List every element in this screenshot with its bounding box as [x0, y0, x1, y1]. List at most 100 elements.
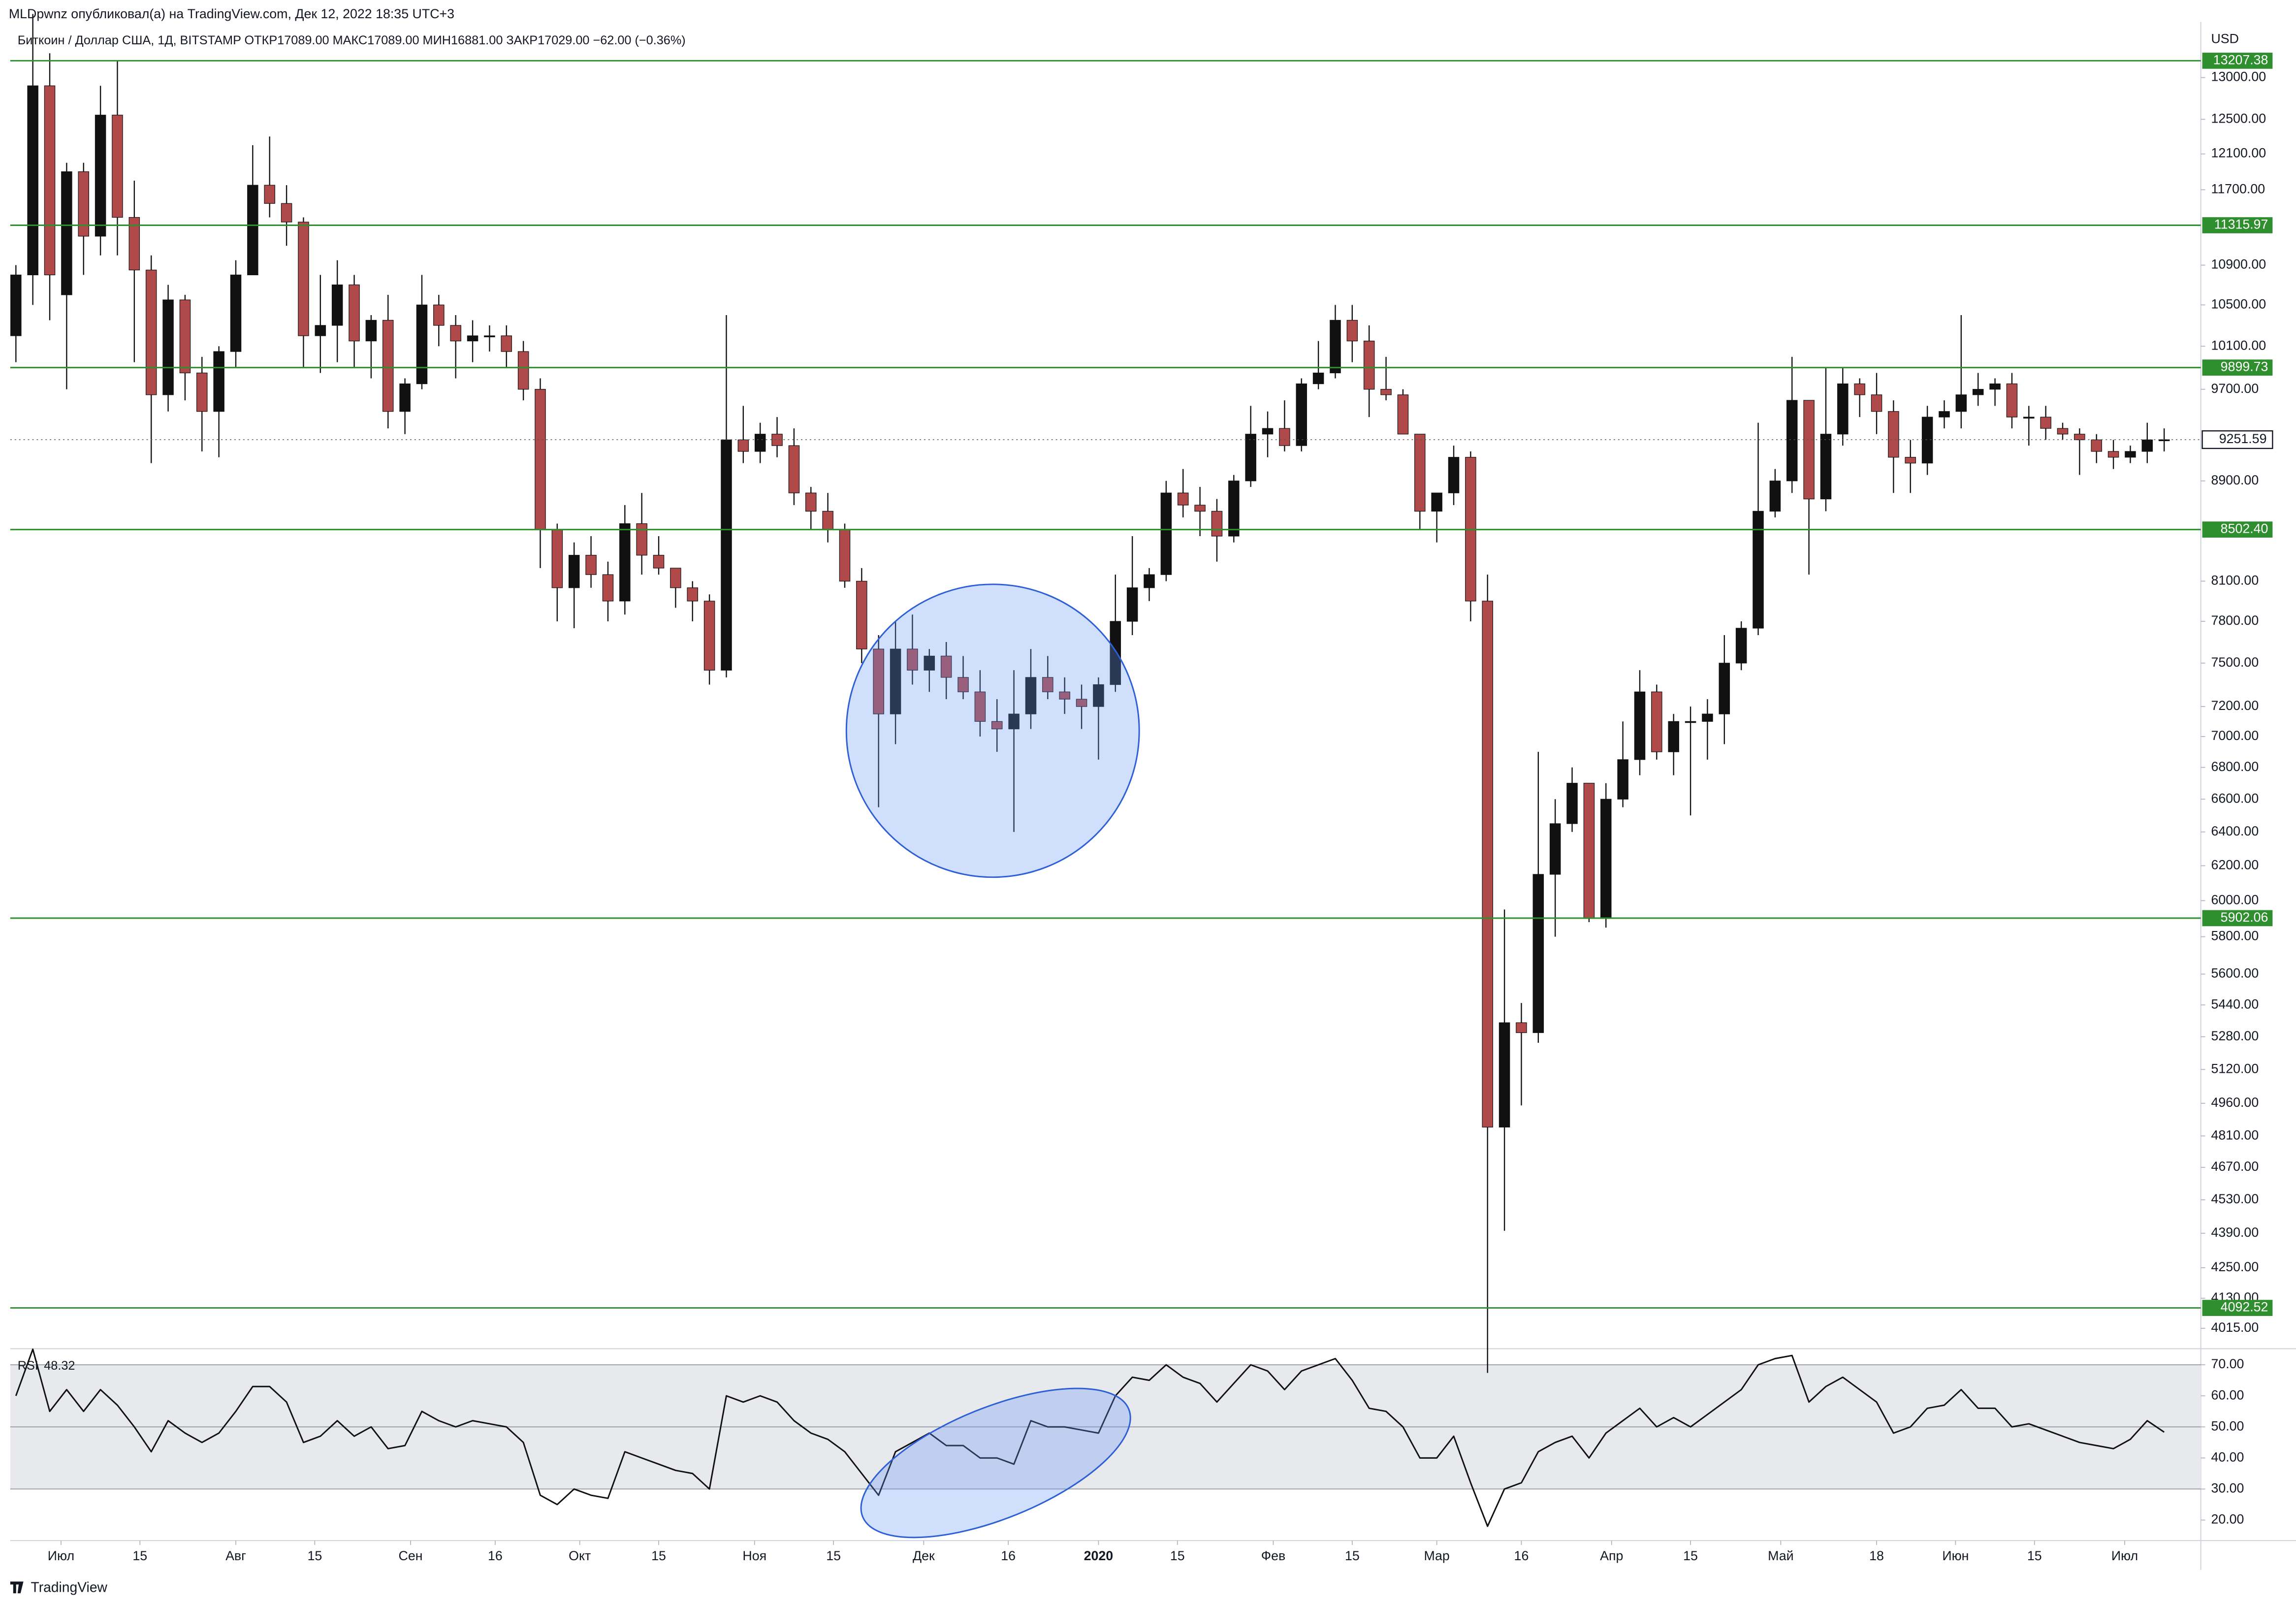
candle-body [568, 555, 580, 588]
candle-body [78, 171, 89, 237]
x-tick-label: 15 [307, 1548, 322, 1563]
candle-body [27, 85, 38, 276]
candle-body [619, 523, 631, 602]
highlight-circle [845, 583, 1140, 878]
candle-body [501, 335, 512, 352]
candle-body [890, 648, 901, 714]
candle-body [2107, 451, 2119, 458]
candle-body [737, 439, 749, 452]
level-label-box [2202, 1300, 2273, 1316]
y-tick-label: 6200.00 [2211, 858, 2259, 872]
candle-body [1549, 823, 1561, 875]
candle-body [1786, 400, 1798, 482]
x-tick-label: 15 [2027, 1548, 2042, 1563]
candle-body [687, 587, 699, 602]
candle-body [399, 383, 411, 412]
candle-body [315, 325, 326, 336]
candle-body [1905, 457, 1916, 464]
x-tick-label: 16 [1001, 1548, 1016, 1563]
y-tick-label: 13000.00 [2211, 69, 2266, 84]
candle-body [940, 655, 952, 678]
x-tick-label: 15 [132, 1548, 147, 1563]
candle-body [856, 580, 867, 649]
level-label: 8502.40 [2221, 521, 2268, 536]
x-tick-label: Мар [1424, 1548, 1449, 1563]
candle-body [1617, 759, 1628, 800]
y-tick-label: 70.00 [2211, 1356, 2244, 1371]
candle-body [1279, 428, 1290, 446]
rsi-band-layer [10, 1364, 2201, 1490]
rsi-pane: RSI 48.32 [15, 1348, 2165, 1527]
x-tick-label: 2020 [1084, 1548, 1114, 1563]
y-tick-label: 10500.00 [2211, 296, 2266, 311]
candle-body [1414, 434, 1426, 512]
candle-body [1516, 1022, 1527, 1033]
candle-body [1719, 663, 1730, 714]
candle-body [1262, 428, 1274, 435]
candle-body [1346, 320, 1358, 342]
candle-body [585, 555, 597, 575]
y-tick-label: 4015.00 [2211, 1320, 2259, 1335]
y-tick-label: 7500.00 [2211, 655, 2259, 670]
y-tick-label: 6400.00 [2211, 824, 2259, 838]
candle-body [1668, 721, 1679, 752]
y-tick-label: 6600.00 [2211, 791, 2259, 805]
y-tick-label: 5120.00 [2211, 1061, 2259, 1076]
candle-body [1803, 400, 1815, 500]
candle-body [839, 529, 851, 582]
candle-body [517, 351, 529, 390]
rsi-value: 48.32 [44, 1359, 75, 1373]
y-tick-label: 4250.00 [2211, 1259, 2259, 1274]
x-tick-label: 16 [488, 1548, 503, 1563]
candle-body [1499, 1022, 1510, 1127]
candle-body [1921, 417, 1933, 464]
candle-body [535, 389, 546, 530]
candle-body [924, 655, 935, 671]
candle-body [1144, 574, 1155, 588]
candle-body [95, 115, 106, 237]
candle-body [1600, 799, 1612, 919]
last-price-label: 9251.59 [2219, 431, 2267, 446]
candle-body [162, 299, 174, 395]
x-tick-label: 15 [651, 1548, 666, 1563]
candle-body [636, 523, 647, 556]
candle-body [1160, 492, 1172, 575]
candle-body [670, 568, 681, 588]
candle-body [112, 115, 123, 218]
candle-body [264, 185, 275, 204]
y-tick-label: 6800.00 [2211, 759, 2259, 774]
rsi-line [15, 1348, 2165, 1527]
level-label-box [2202, 359, 2273, 376]
candle-body [281, 203, 292, 223]
candle-body [1837, 383, 1849, 435]
candle-body [1211, 511, 1223, 537]
rsi-name: RSI [18, 1359, 38, 1373]
candle-body [145, 269, 157, 395]
level-label-box [2202, 217, 2273, 233]
candle-body [383, 320, 394, 412]
x-tick-label: 18 [1869, 1548, 1884, 1563]
x-tick-label: Апр [1600, 1548, 1623, 1563]
level-label-box [2202, 521, 2273, 538]
y-tick-label: 60.00 [2211, 1387, 2244, 1402]
candle-body [1482, 601, 1493, 1127]
highlight-ellipse [860, 1387, 1131, 1539]
y-unit: USD [2211, 31, 2239, 46]
candle-body [247, 185, 258, 276]
y-tick-label: 8900.00 [2211, 473, 2259, 487]
candle-body [1972, 389, 1984, 395]
candle-body [61, 171, 72, 295]
logo-text: TradingView [31, 1579, 107, 1595]
candle-body [2091, 439, 2102, 452]
x-tick-label: 15 [1345, 1548, 1360, 1563]
candle-body [974, 691, 986, 722]
candle-body [1955, 394, 1967, 412]
candle-body [1989, 383, 2001, 390]
symbol-info: Биткоин / Доллар США, 1Д, BITSTAMP ОТКР1… [18, 33, 686, 47]
y-tick-label: 8100.00 [2211, 573, 2259, 588]
x-tick-label: 15 [1683, 1548, 1698, 1563]
level-label: 4092.52 [2221, 1300, 2268, 1315]
candle-body [2074, 434, 2085, 440]
